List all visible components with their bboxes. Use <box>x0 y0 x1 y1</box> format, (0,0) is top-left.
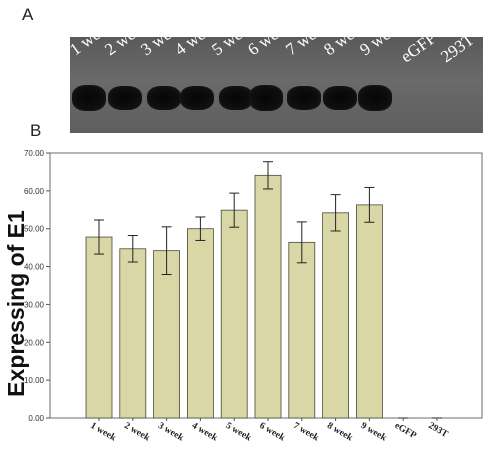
blot-lane-label: 293T <box>437 29 478 67</box>
bar <box>220 209 248 419</box>
blot-band <box>249 85 283 111</box>
bar <box>254 174 282 419</box>
blot-lane-label: 7 week <box>282 15 333 60</box>
y-tick-label: 0.00 <box>28 414 44 423</box>
y-tick-label: 40.00 <box>24 263 45 272</box>
x-tick-label: 2 week <box>122 421 152 444</box>
bar <box>322 212 350 419</box>
blot-band <box>72 85 106 111</box>
x-tick-label: 5 week <box>224 421 254 444</box>
bar <box>153 250 181 419</box>
x-tick-label: 4 week <box>190 421 220 444</box>
x-tick-label: 293T <box>427 421 450 440</box>
bar <box>85 236 113 419</box>
y-tick-label: 20.00 <box>24 338 45 347</box>
x-tick-label: 3 week <box>156 421 186 444</box>
blot-band <box>323 85 357 111</box>
x-tick-label: 7 week <box>291 421 321 444</box>
x-tick-label: 6 week <box>258 421 288 444</box>
x-tick-label: eGFP <box>393 421 418 441</box>
blot-band <box>287 86 321 110</box>
y-tick-label: 50.00 <box>24 225 45 234</box>
blot-band <box>219 85 253 111</box>
x-tick-label: 1 week <box>89 421 119 444</box>
bar <box>355 204 383 419</box>
blot-band <box>147 85 181 111</box>
bar <box>186 228 214 419</box>
y-axis-label: Expressing of E1 <box>3 210 29 397</box>
bar <box>119 248 147 419</box>
x-tick-label: 9 week <box>359 421 389 444</box>
blot-band <box>358 85 392 111</box>
x-tick-label: 8 week <box>325 421 355 444</box>
panel-a-label: A <box>22 5 34 24</box>
bar-chart: 0.00 10.00 20.00 30.00 40.00 50.00 60.00 70.00 E… <box>3 149 483 444</box>
y-tick-label: 30.00 <box>24 300 45 309</box>
western-blot-image: 1 week 2 week 3 week 4 week 5 week 6 week 7 we… <box>66 15 483 133</box>
y-tick-label: 10.00 <box>24 376 45 385</box>
y-tick-label: 70.00 <box>24 149 45 158</box>
panel-b-label: B <box>30 121 42 140</box>
y-tick-label: 60.00 <box>24 187 45 196</box>
blot-band <box>180 85 214 111</box>
blot-band <box>108 85 142 111</box>
bar <box>288 241 316 419</box>
